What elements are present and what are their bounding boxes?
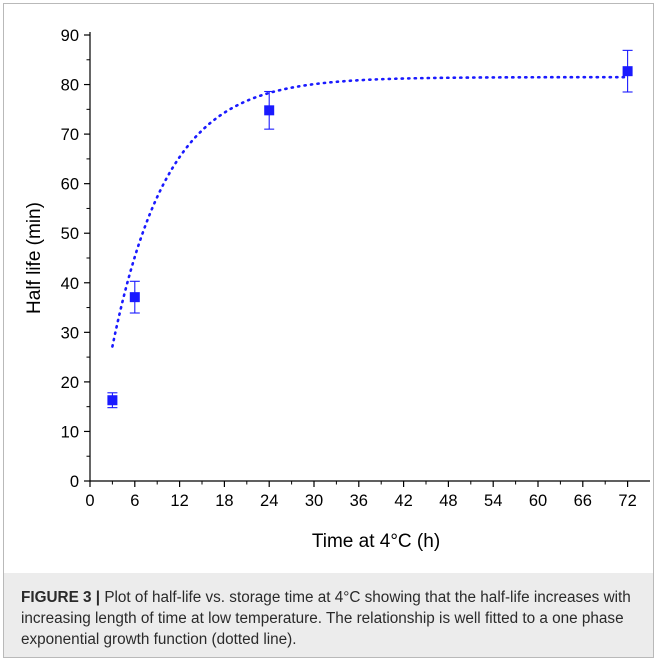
y-tick-label: 40 (61, 275, 79, 293)
data-point (129, 280, 140, 314)
x-tick-label: 66 (574, 492, 592, 510)
x-tick-label: 24 (260, 492, 278, 510)
data-point (107, 392, 118, 409)
chart: 0 10 20 30 40 50 60 70 80 90 0 6 12 18 24 30 36 42 48 54 60… (24, 27, 650, 552)
y-tick-label: 0 (70, 473, 79, 491)
y-tick-label: 30 (61, 324, 79, 342)
square-marker (107, 395, 118, 406)
caption-label: FIGURE 3 | (21, 589, 101, 606)
y-tick-label: 10 (61, 423, 79, 441)
y-tick-label: 20 (61, 374, 79, 392)
x-tick-label: 30 (305, 492, 323, 510)
y-tick-label: 90 (61, 27, 79, 45)
square-marker (129, 292, 140, 303)
x-tick-label: 48 (439, 492, 457, 510)
y-tick-label: 50 (61, 225, 79, 243)
x-tick-label: 60 (529, 492, 547, 510)
x-tick-label: 42 (394, 492, 412, 510)
axis-frame (89, 32, 650, 482)
x-tick-label: 0 (85, 492, 94, 510)
square-marker (622, 66, 633, 77)
x-ticks: 0 6 12 18 24 30 36 42 48 54 60 66 72 (85, 481, 637, 510)
data-point (622, 49, 633, 93)
caption-text: Plot of half-life vs. storage time at 4°… (21, 589, 631, 648)
x-tick-label: 6 (130, 492, 139, 510)
figure-frame (3, 3, 654, 658)
x-tick-label: 36 (350, 492, 368, 510)
y-tick-label: 60 (61, 176, 79, 194)
data-point (264, 90, 275, 130)
x-tick-label: 12 (170, 492, 188, 510)
x-axis-label: Time at 4°C (h) (312, 531, 440, 552)
x-tick-label: 54 (484, 492, 502, 510)
y-tick-label: 80 (61, 77, 79, 95)
data-points (107, 49, 633, 409)
x-tick-label: 18 (215, 492, 233, 510)
y-axis-label: Half life (min) (24, 202, 45, 314)
x-tick-label: 72 (618, 492, 636, 510)
y-tick-label: 70 (61, 126, 79, 144)
figure-caption: FIGURE 3 | Plot of half-life vs. storage… (4, 573, 653, 657)
square-marker (264, 105, 275, 116)
fit-curve (111, 75, 629, 348)
y-ticks: 0 10 20 30 40 50 60 70 80 90 (61, 27, 90, 491)
